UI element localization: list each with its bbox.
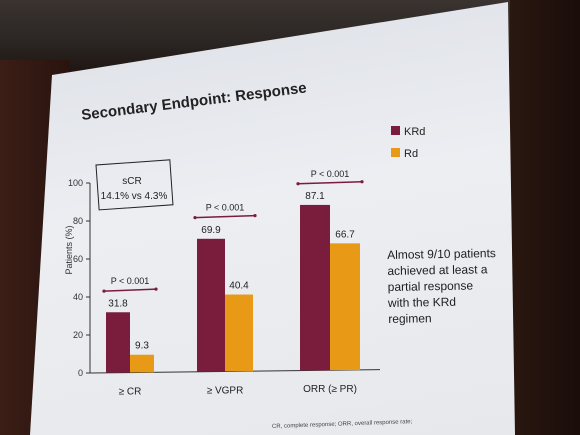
p-value-bracket-end: [360, 180, 364, 184]
y-tick-label: 0: [78, 368, 83, 378]
side-note: Almost 9/10 patients achieved at least a…: [387, 246, 496, 326]
legend-label-krd: KRd: [404, 126, 425, 138]
footnote: CR, complete response; ORR, overall resp…: [272, 419, 413, 430]
bar-rd: [330, 243, 360, 371]
p-value-bracket-end: [193, 216, 197, 220]
p-value-bracket: [194, 214, 256, 219]
p-value-label: P < 0.001: [111, 276, 150, 286]
bar-krd: [300, 204, 330, 371]
bar-value-label: 31.8: [108, 298, 128, 309]
legend-swatch-krd: [391, 126, 400, 135]
slide-title: Secondary Endpoint: Response: [80, 79, 307, 124]
bar-value-label: 66.7: [335, 229, 355, 240]
y-tick-label: 100: [68, 178, 83, 188]
p-value-label: P < 0.001: [311, 169, 350, 179]
bar-krd: [106, 312, 130, 373]
bar-krd: [197, 238, 225, 372]
p-value-bracket: [297, 181, 363, 185]
p-value-bracket-end: [296, 182, 300, 186]
bar-value-label: 69.9: [201, 225, 221, 236]
p-value-label: P < 0.001: [206, 203, 245, 213]
legend-swatch-rd: [391, 148, 400, 157]
bar-value-label: 40.4: [229, 281, 249, 292]
p-value-bracket-end: [154, 287, 158, 291]
x-category-label: ≥ VGPR: [207, 385, 244, 396]
scr-box: sCR 14.1% vs 4.3%: [95, 159, 174, 211]
scr-box-text: 14.1% vs 4.3%: [101, 191, 168, 202]
bar-rd: [130, 354, 154, 373]
legend: KRd Rd: [391, 126, 425, 160]
y-ticks: 0 20 40 60 80 100: [68, 178, 90, 378]
x-axis-line: [89, 369, 381, 374]
y-axis-label: Patients (%): [64, 225, 74, 274]
x-category-labels: ≥ CR ≥ VGPR ORR (≥ PR): [119, 384, 357, 397]
x-category-label: ORR (≥ PR): [303, 384, 357, 395]
x-category-label: ≥ CR: [119, 387, 142, 398]
bars: 31.8 69.9 87.1 9.3 40.4 66.7: [106, 191, 360, 373]
y-tick-label: 80: [73, 216, 83, 226]
p-value-bracket: [103, 288, 157, 292]
scr-box-title: sCR: [122, 176, 141, 187]
room-right-wall: [510, 0, 580, 435]
y-tick-label: 60: [73, 254, 83, 264]
p-value-bracket-end: [253, 214, 257, 218]
p-value-annotations: P < 0.001 P < 0.001 P < 0.001: [102, 169, 364, 293]
bar-value-label: 87.1: [305, 191, 325, 202]
p-value-bracket-end: [102, 289, 106, 293]
bar-value-label: 9.3: [135, 341, 149, 352]
y-tick-label: 40: [73, 292, 83, 302]
legend-label-rd: Rd: [404, 148, 418, 160]
bar-rd: [225, 294, 253, 372]
y-tick-label: 20: [73, 330, 83, 340]
